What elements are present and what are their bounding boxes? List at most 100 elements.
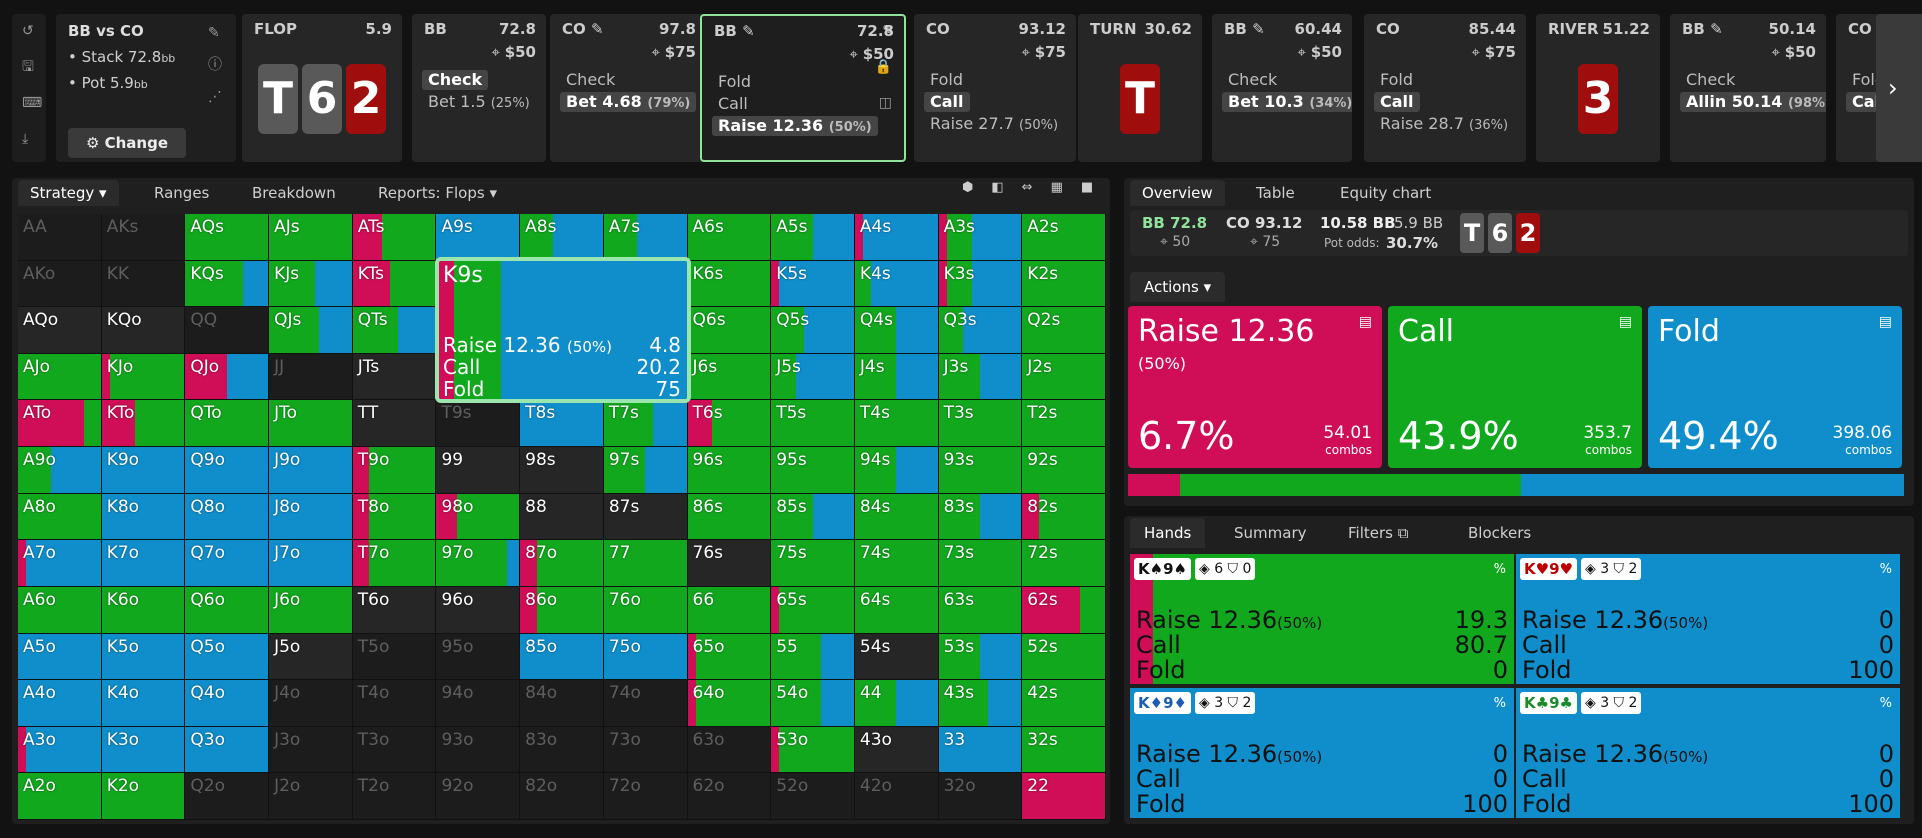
hand-cell[interactable]: 44 <box>854 680 939 727</box>
hand-cell[interactable]: ATs <box>352 214 437 261</box>
action-summary-card[interactable]: Fold ▤ 49.4% 398.06 combos <box>1648 306 1902 468</box>
action-node[interactable]: CO ✎ 97.8 $75 Check Bet 4.68 (79%) <box>550 14 706 162</box>
node-action[interactable]: Check <box>566 70 616 89</box>
hand-cell[interactable]: 72o <box>603 773 688 820</box>
hand-cell[interactable]: K5s <box>771 260 855 308</box>
hand-cell[interactable]: QJo <box>185 353 270 401</box>
hand-cell[interactable]: 95o <box>436 633 521 681</box>
hand-cell[interactable]: 65s <box>771 586 855 634</box>
hand-cell[interactable]: K9o <box>101 447 186 494</box>
hand-cell[interactable]: Q5o <box>185 633 270 681</box>
hand-cell[interactable]: T2o <box>352 773 437 820</box>
action-node[interactable]: CO 85.44 $75 Fold Call Raise 28.7 (36%) <box>1364 14 1526 162</box>
hand-cell[interactable]: AKs <box>101 214 186 261</box>
hand-cell[interactable]: KJo <box>101 353 186 401</box>
hand-cell[interactable]: 43o <box>854 726 939 774</box>
hand-cell[interactable]: KQo <box>101 307 186 354</box>
hand-cell[interactable]: 42o <box>854 773 939 820</box>
contrast-icon[interactable]: ◧ <box>991 180 1004 195</box>
hand-cell[interactable]: 92o <box>436 773 521 820</box>
hand-cell[interactable]: 62s <box>1022 586 1106 634</box>
hand-cell[interactable]: J9o <box>269 447 353 494</box>
hand-cell[interactable]: 76s <box>687 540 772 587</box>
hand-cell[interactable]: 93o <box>436 726 521 774</box>
node-action[interactable]: Raise 12.36 (50%) <box>712 116 878 136</box>
hand-cell[interactable]: 75o <box>603 633 688 681</box>
hand-cell[interactable]: AQs <box>185 214 270 261</box>
hand-cell[interactable]: K4s <box>854 260 939 308</box>
hand-cell[interactable]: QQ <box>185 307 270 354</box>
hand-cell[interactable]: 22 <box>1022 773 1106 820</box>
hand-cell[interactable]: T2s <box>1022 400 1106 448</box>
hand-cell[interactable]: J3s <box>938 353 1023 401</box>
hand-cell[interactable]: T4s <box>854 400 939 448</box>
hand-cell[interactable]: A6o <box>18 586 102 634</box>
hand-cell[interactable]: KK <box>101 260 186 308</box>
node-action[interactable]: Fold <box>930 70 964 89</box>
hand-cell[interactable]: J5s <box>771 353 855 401</box>
hand-cell[interactable]: J5o <box>269 633 353 681</box>
node-action[interactable]: Fold <box>1380 70 1414 89</box>
hand-cell[interactable]: K2s <box>1022 260 1106 308</box>
tab-overview[interactable]: Overview <box>1130 180 1225 206</box>
hand-cell[interactable]: K6o <box>101 586 186 634</box>
hand-cell[interactable]: 54o <box>771 680 855 727</box>
hand-cell[interactable]: 66 <box>687 586 772 634</box>
hand-cell[interactable]: Q4s <box>854 307 939 354</box>
hand-cell[interactable]: 74o <box>603 680 688 727</box>
hand-cell[interactable]: 43s <box>938 680 1023 727</box>
hand-cell[interactable]: KTo <box>101 400 186 448</box>
tab-ranges[interactable]: Ranges <box>154 184 210 202</box>
menu-icon[interactable]: ▤ <box>1618 314 1632 330</box>
hand-cell[interactable]: T6s <box>687 400 772 448</box>
hand-cell[interactable]: KTs <box>352 260 437 308</box>
node-action[interactable]: Bet 10.3 (34%) <box>1222 92 1352 112</box>
hand-cell[interactable]: A5s <box>771 214 855 261</box>
hand-cell[interactable]: 33 <box>938 726 1023 774</box>
edit-icon[interactable]: ✎ <box>882 23 894 39</box>
hand-cell[interactable]: QTs <box>352 307 437 354</box>
grid-icon[interactable]: ▦ <box>1050 180 1063 195</box>
hand-cell[interactable]: JJ <box>269 353 353 401</box>
share-icon[interactable]: ⋰ <box>208 89 222 105</box>
hand-cell[interactable]: A9o <box>18 447 102 494</box>
hand-cell[interactable]: 52s <box>1022 633 1106 681</box>
align-icon[interactable]: ⤓ <box>22 131 29 147</box>
hand-cell[interactable]: TT <box>352 400 437 448</box>
hand-cell[interactable]: T9o <box>352 447 437 494</box>
hand-cell[interactable]: J2o <box>269 773 353 820</box>
hand-cell[interactable]: 83s <box>938 493 1023 541</box>
hand-cell[interactable]: Q5s <box>771 307 855 354</box>
hand-cell[interactable]: 88 <box>520 493 604 541</box>
hand-cell[interactable]: 98o <box>436 493 521 541</box>
hand-cell[interactable]: J3o <box>269 726 353 774</box>
hand-cell[interactable]: QJs <box>269 307 353 354</box>
tab-reports[interactable]: Reports: Flops ▾ <box>378 184 497 202</box>
hand-cell[interactable]: KJs <box>269 260 353 308</box>
hand-cell[interactable]: 94o <box>436 680 521 727</box>
hand-cell[interactable]: 77 <box>603 540 688 587</box>
hand-cell[interactable]: Q9o <box>185 447 270 494</box>
hand-card[interactable]: K♠9♠ ◈ 6 ⛉ 0% Raise 12.36(50%) 19.3 Call 80.7… <box>1130 554 1514 684</box>
hand-cell[interactable]: A4o <box>18 680 102 727</box>
hand-cell[interactable]: 87o <box>520 540 604 587</box>
hand-cell[interactable]: J2s <box>1022 353 1106 401</box>
hand-cell[interactable]: J4o <box>269 680 353 727</box>
cube-icon[interactable]: ⬢ <box>962 180 974 195</box>
hand-cell[interactable]: 76o <box>603 586 688 634</box>
hand-cell[interactable]: Q4o <box>185 680 270 727</box>
hand-card[interactable]: K♣9♣ ◈ 3 ⛉ 2% Raise 12.36(50%) 0 Call 0 Fold 10… <box>1516 688 1900 818</box>
hand-cell[interactable]: Q3s <box>938 307 1023 354</box>
hand-cell[interactable]: T4o <box>352 680 437 727</box>
tab-breakdown[interactable]: Breakdown <box>252 184 336 202</box>
hand-cell[interactable]: ATo <box>18 400 102 448</box>
reset-icon[interactable]: ↺ <box>22 23 34 39</box>
hand-cell[interactable]: Q3o <box>185 726 270 774</box>
hand-cell[interactable]: A7s <box>603 214 688 261</box>
actions-dropdown[interactable]: Actions ▾ <box>1130 272 1226 302</box>
hand-cell[interactable]: A3o <box>18 726 102 774</box>
action-summary-card[interactable]: Call ▤ 43.9% 353.7 combos <box>1388 306 1642 468</box>
hand-cell[interactable]: T5o <box>352 633 437 681</box>
hand-cell[interactable]: Q6s <box>687 307 772 354</box>
tab-blockers[interactable]: Blockers <box>1468 524 1532 542</box>
